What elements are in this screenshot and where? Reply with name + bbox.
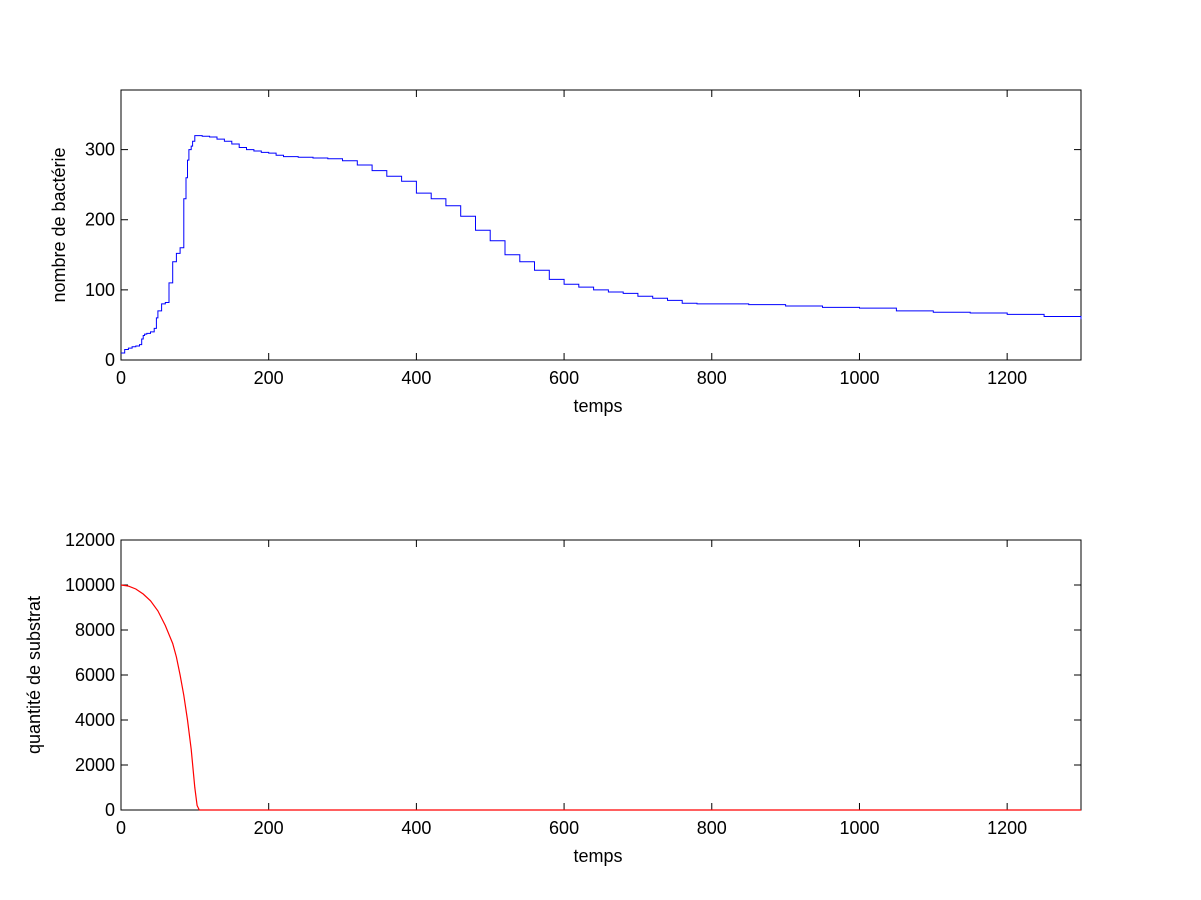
- bacteria-xtick-label: 800: [697, 368, 727, 388]
- substrate-xtick-label: 1000: [839, 818, 879, 838]
- bacteria-ylabel: nombre de bactérie: [49, 147, 69, 302]
- bacteria-xlabel: temps: [573, 396, 622, 416]
- substrate-ticks: 0 200 400 600 800 1000 12000200040006000800010…: [65, 530, 1081, 838]
- substrate-ytick-label: 8000: [75, 620, 115, 640]
- substrate-xtick-label: 200: [254, 818, 284, 838]
- substrate-ytick-label: 0: [105, 800, 115, 820]
- bacteria-chart: 0 200 400 600 800 1000 1200 0 100 200 300 temps no…: [49, 89, 1082, 416]
- substrate-xlabel: temps: [573, 846, 622, 866]
- substrate-ytick-label: 4000: [75, 710, 115, 730]
- bacteria-xtick-label: 400: [401, 368, 431, 388]
- substrate-xtick-label: 400: [401, 818, 431, 838]
- bacteria-ytick-label: 300: [85, 140, 115, 160]
- substrate-plot-frame: [120, 539, 1082, 811]
- bacteria-ytick-label: 0: [105, 350, 115, 370]
- bacteria-xtick-label: 1000: [839, 368, 879, 388]
- substrate-ytick-label: 2000: [75, 755, 115, 775]
- bacteria-ticks: 0 200 400 600 800 1000 1200 0 100 200 300: [85, 90, 1081, 388]
- bacteria-xtick-label: 600: [549, 368, 579, 388]
- substrate-ytick-label: 12000: [65, 530, 115, 550]
- substrate-ylabel: quantité de substrat: [24, 596, 44, 754]
- substrate-xtick-label: 0: [116, 818, 126, 838]
- bacteria-xtick-label: 200: [254, 368, 284, 388]
- bacteria-plot-frame: [120, 89, 1082, 361]
- bacteria-series-line: [121, 135, 1082, 354]
- bacteria-xtick-label: 0: [116, 368, 126, 388]
- substrate-chart: 0 200 400 600 800 1000 12000200040006000800010…: [24, 530, 1082, 866]
- substrate-xtick-label: 800: [697, 818, 727, 838]
- bacteria-ytick-label: 200: [85, 210, 115, 230]
- substrate-xtick-label: 600: [549, 818, 579, 838]
- substrate-series-line: [120, 584, 1081, 811]
- bacteria-ytick-label: 100: [85, 280, 115, 300]
- bacteria-xtick-label: 1200: [987, 368, 1027, 388]
- substrate-xtick-label: 1200: [987, 818, 1027, 838]
- substrate-ytick-label: 10000: [65, 575, 115, 595]
- substrate-ytick-label: 6000: [75, 665, 115, 685]
